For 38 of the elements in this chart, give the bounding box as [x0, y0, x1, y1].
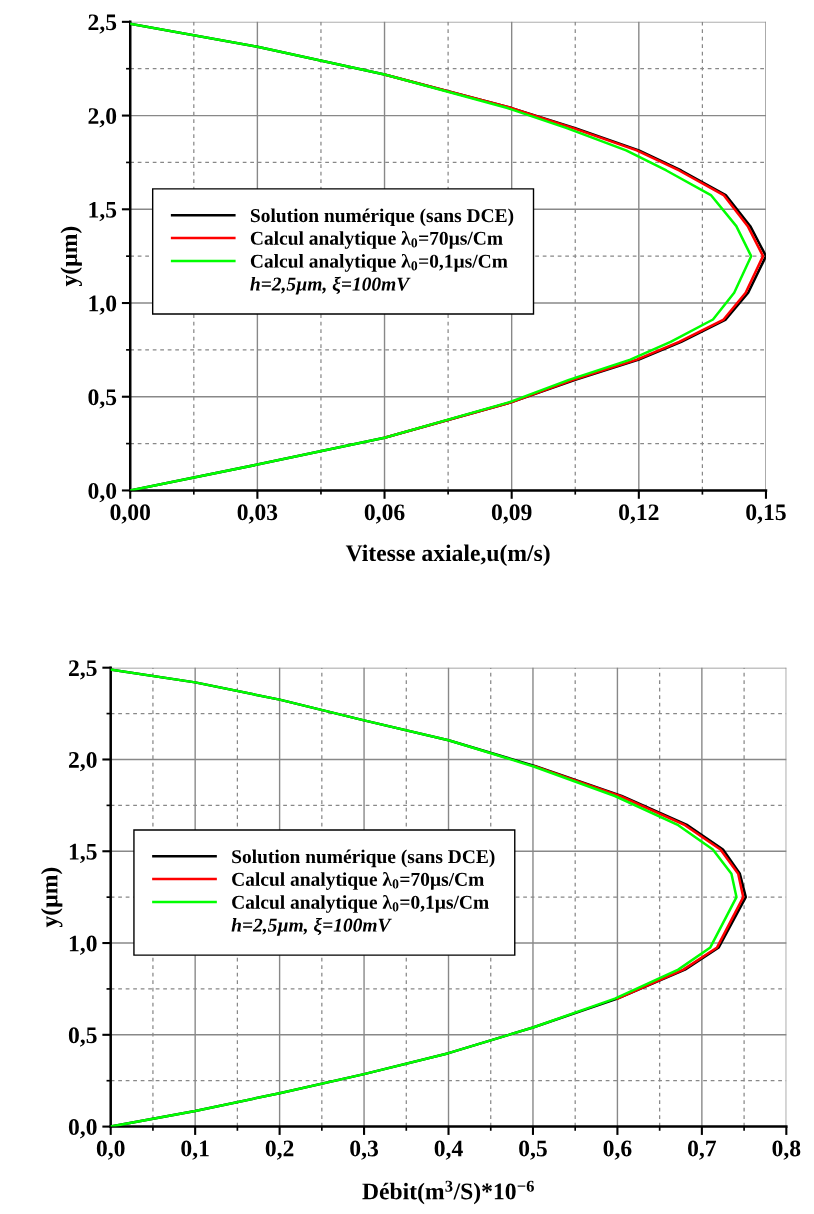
- y-tick-label: 0,5: [88, 389, 117, 409]
- legend-label: Calcul analytique λ$_{0}$=0,1µs/Cm: [250, 253, 508, 272]
- legend-label: Solution numérique (sans DCE): [232, 849, 495, 868]
- y-tick-label: 1,5: [89, 201, 117, 222]
- x-tick-label: 0,7: [688, 1140, 717, 1160]
- x-axis-title: Vitesse axiale,u(m/s): [345, 544, 550, 566]
- x-tick-label: 0,6: [603, 1140, 632, 1160]
- y-tick-label: 1,5: [69, 843, 97, 864]
- y-tick-label: 0,5: [68, 1027, 97, 1047]
- y-tick-label: 0,0: [68, 1119, 97, 1139]
- y-axis-title: y(µm): [60, 226, 82, 287]
- y-tick-label: 1,0: [69, 935, 97, 955]
- x-axis-title: Débit(m$^{3}$/S)*10$^{−6}$: [362, 1180, 534, 1205]
- annotation: h=2,5µm, ξ=100mV: [231, 917, 392, 936]
- legend-label: Solution numérique (sans DCE): [250, 208, 514, 227]
- x-tick-label: 0,00: [110, 504, 150, 524]
- x-tick-label: 0,5: [519, 1140, 547, 1160]
- x-tick-label: 0,12: [619, 504, 659, 524]
- legend-label: Calcul analytique λ$_{0}$=70µs/Cm: [232, 872, 484, 890]
- y-axis-title: y(µm): [40, 867, 63, 928]
- x-tick-label: 0,8: [772, 1140, 801, 1160]
- y-tick-label: 0,0: [88, 482, 117, 503]
- x-tick-label: 0,15: [746, 504, 786, 524]
- annotation: h=2,5µm, ξ=100mV: [250, 276, 411, 295]
- x-tick-label: 0,06: [364, 504, 405, 524]
- x-tick-label: 0,03: [237, 504, 278, 524]
- x-tick-label: 0,4: [434, 1140, 463, 1160]
- legend-label: Calcul analytique λ$_{0}$=70µs/Cm: [250, 230, 503, 249]
- x-tick-label: 0,3: [350, 1140, 379, 1160]
- x-tick-label: 0,2: [265, 1140, 294, 1160]
- x-tick-label: 0,1: [181, 1140, 209, 1160]
- y-tick-label: 2,0: [88, 108, 117, 128]
- y-tick-label: 1,0: [89, 295, 117, 315]
- y-tick-label: 2,5: [68, 660, 97, 680]
- legend-label: Calcul analytique λ$_{0}$=0,1µs/Cm: [232, 894, 489, 913]
- x-tick-label: 0,09: [491, 504, 532, 524]
- y-tick-label: 2,0: [68, 751, 97, 772]
- y-tick-label: 2,5: [88, 14, 117, 34]
